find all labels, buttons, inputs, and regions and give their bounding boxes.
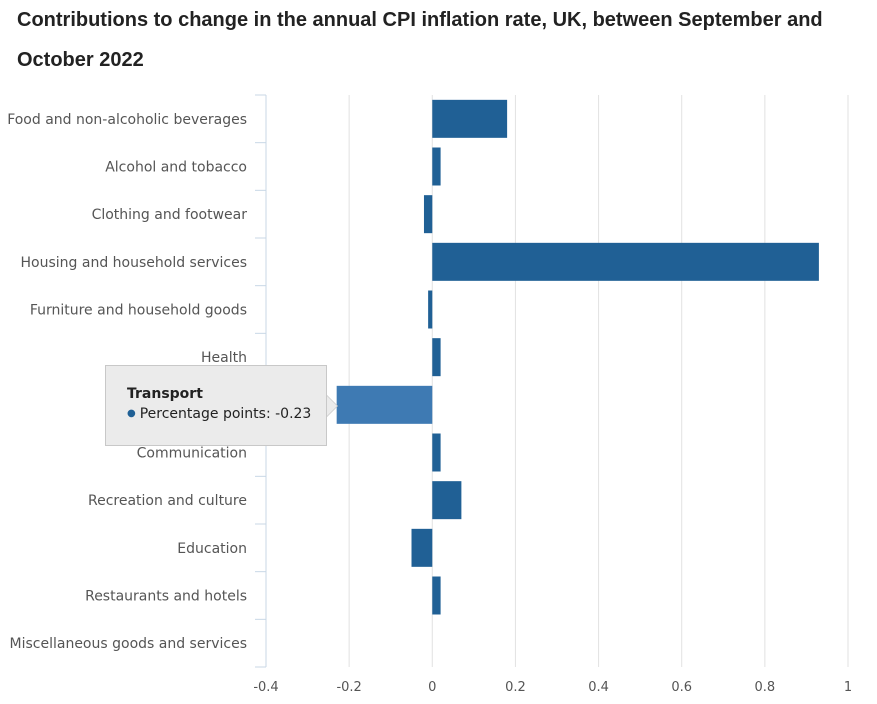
category-label: Food and non-alcoholic beverages [7, 112, 247, 128]
tooltip-pointer [327, 396, 337, 416]
bar [428, 290, 433, 329]
category-label: Restaurants and hotels [85, 589, 247, 605]
chart-tooltip: Transport ● Percentage points: -0.23 [105, 365, 327, 446]
bar [423, 195, 433, 234]
tooltip-category: Transport [127, 386, 203, 402]
x-tick-label: 0.6 [671, 680, 692, 695]
bar [411, 528, 433, 567]
category-label: Health [201, 350, 247, 366]
bar [432, 481, 462, 520]
chart-title: Contributions to change in the annual CP… [17, 9, 823, 71]
bar [432, 242, 819, 281]
category-label: Recreation and culture [88, 493, 247, 509]
category-label: Furniture and household goods [30, 303, 247, 319]
bar [432, 147, 441, 186]
x-tick-label: 0.8 [755, 680, 776, 695]
bar [432, 576, 441, 615]
bar [432, 433, 441, 472]
category-label: Clothing and footwear [92, 207, 248, 223]
tooltip-series-dot-icon: ● [127, 408, 136, 419]
x-tick-label: 0 [428, 680, 436, 695]
x-tick-label: -0.2 [336, 680, 361, 695]
x-tick-label: 0.2 [505, 680, 526, 695]
x-tick-label: 0.4 [588, 680, 609, 695]
tooltip-value: Percentage points: -0.23 [139, 406, 312, 422]
category-label: Housing and household services [21, 255, 247, 271]
category-label: Education [177, 541, 247, 557]
bar [336, 385, 433, 424]
bar [432, 338, 441, 377]
category-label: Miscellaneous goods and services [10, 636, 247, 652]
category-label: Alcohol and tobacco [105, 160, 247, 176]
x-tick-label: -0.4 [253, 680, 278, 695]
bar [432, 99, 508, 138]
x-tick-label: 1 [844, 680, 852, 695]
category-label: Communication [137, 446, 247, 462]
